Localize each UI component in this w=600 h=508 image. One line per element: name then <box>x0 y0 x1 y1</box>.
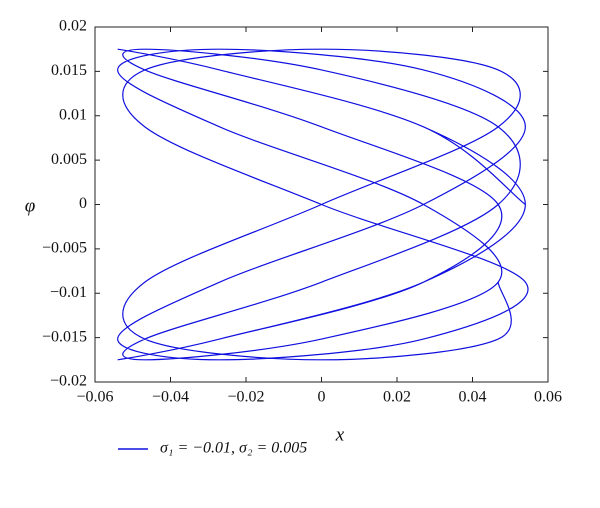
y-tick-label: 0.01 <box>59 106 87 123</box>
x-tick-label: 0.04 <box>459 389 487 406</box>
curve <box>117 48 529 361</box>
x-tick-label: 0 <box>318 389 326 406</box>
y-tick-label: 0.02 <box>59 18 87 35</box>
x-tick-label: −0.04 <box>152 389 189 406</box>
y-tick-label: −0.005 <box>42 240 87 257</box>
x-tick-label: −0.02 <box>227 389 264 406</box>
x-tick-label: −0.06 <box>76 389 113 406</box>
x-axis-label: x <box>335 424 345 445</box>
x-tick-label: 0.06 <box>534 389 562 406</box>
y-tick-label: 0 <box>79 195 87 212</box>
y-tick-label: −0.02 <box>50 373 87 390</box>
y-tick-label: 0.005 <box>51 151 87 168</box>
x-tick-label: 0.02 <box>383 389 411 406</box>
y-axis-label: φ <box>25 195 36 216</box>
y-tick-label: −0.015 <box>42 328 87 345</box>
y-tick-label: −0.01 <box>50 284 87 301</box>
legend-label: σ₁ = −0.01, σ₂ = 0.005 <box>160 440 307 457</box>
y-tick-label: 0.015 <box>51 62 87 79</box>
